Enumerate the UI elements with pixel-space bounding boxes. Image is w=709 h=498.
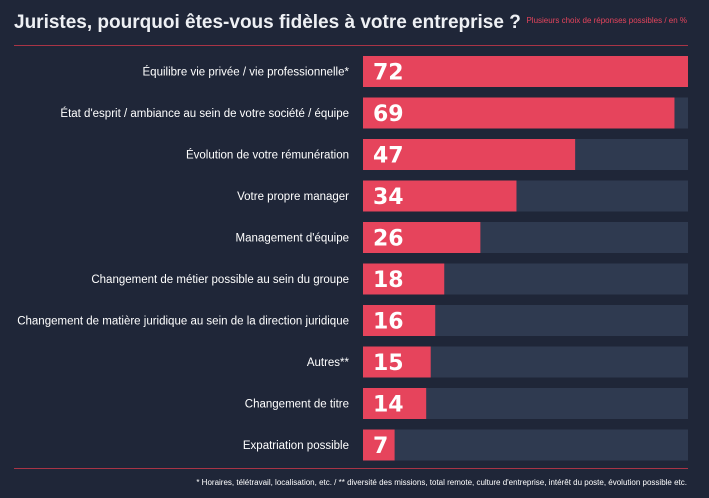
category-label: État d'esprit / ambiance au sein de votr… [60, 107, 349, 120]
category-label: Changement de matière juridique au sein … [17, 316, 349, 328]
chart-note: Plusieurs choix de réponses possibles / … [526, 16, 687, 25]
bar-row: Management d'équipe 26 [236, 222, 688, 253]
bar-row: Expatriation possible 7 [243, 429, 688, 461]
category-label: Management d'équipe [236, 233, 349, 245]
bar [363, 429, 395, 461]
bar-row: État d'esprit / ambiance au sein de votr… [60, 97, 688, 129]
bar [363, 56, 688, 87]
bottom-divider [14, 468, 688, 469]
value-label: 18 [373, 268, 404, 293]
bar-row: Évolution de votre rémunération 47 [186, 139, 688, 170]
bar [363, 346, 431, 378]
bar-row: Changement de métier possible au sein du… [91, 263, 688, 295]
chart-footnote: * Horaires, télétravail, localisation, e… [196, 478, 687, 487]
value-label: 34 [373, 185, 404, 210]
value-label: 69 [373, 102, 404, 127]
value-label: 14 [373, 393, 404, 418]
chart-title: Juristes, pourquoi êtes-vous fidèles à v… [14, 12, 521, 33]
bar [363, 222, 481, 253]
bar [363, 180, 517, 212]
category-label: Changement de métier possible au sein du… [91, 274, 349, 286]
value-label: 72 [373, 61, 404, 86]
value-label: 26 [373, 227, 404, 252]
category-label: Changement de titre [245, 399, 349, 411]
value-label: 16 [373, 310, 404, 335]
top-divider [14, 45, 688, 46]
category-label: Équilibre vie privée / vie professionnel… [143, 66, 350, 79]
bar-row: Autres** 15 [307, 346, 688, 378]
bar-row: Équilibre vie privée / vie professionnel… [143, 56, 688, 87]
bar-row: Changement de matière juridique au sein … [17, 305, 688, 336]
bar-row: Changement de titre 14 [245, 388, 688, 419]
category-label: Expatriation possible [243, 440, 349, 452]
bar [363, 97, 675, 129]
category-label: Évolution de votre rémunération [186, 149, 349, 162]
value-label: 47 [373, 144, 404, 169]
category-label: Autres** [307, 357, 350, 369]
category-label: Votre propre manager [237, 191, 349, 203]
value-label: 15 [373, 351, 404, 376]
value-label: 7 [373, 434, 388, 459]
bar-row: Votre propre manager 34 [237, 180, 688, 212]
bar [363, 305, 436, 336]
bar [363, 388, 427, 419]
bar-track [363, 429, 688, 461]
bar [363, 263, 445, 295]
bar [363, 139, 576, 170]
